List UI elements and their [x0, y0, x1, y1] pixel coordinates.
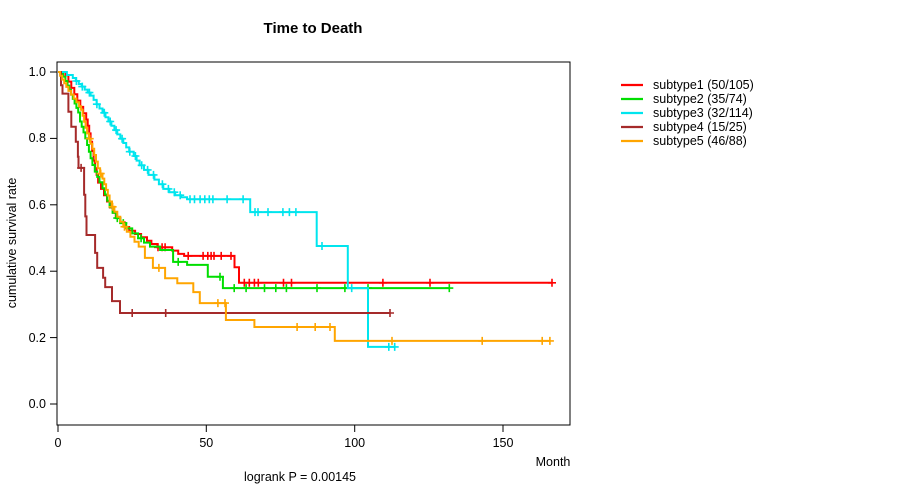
legend-label-subtype2: subtype2 (35/74): [653, 92, 747, 106]
legend-item-subtype2: subtype2 (35/74): [621, 92, 747, 106]
curve-subtype4: [58, 71, 390, 314]
legend-item-subtype4: subtype4 (15/25): [621, 120, 747, 134]
censor-marks-subtype3: [72, 77, 399, 351]
legend-label-subtype4: subtype4 (15/25): [653, 120, 747, 134]
y-axis-ticks: [50, 71, 57, 405]
x-tick-label: 50: [199, 436, 213, 450]
legend: subtype1 (50/105) subtype2 (35/74) subty…: [621, 78, 754, 148]
y-axis-tick-labels: 1.0 0.8 0.6 0.4 0.2 0.0: [29, 65, 46, 411]
plot-area-border: [56, 61, 571, 426]
curve-subtype1: [58, 71, 552, 284]
y-tick-label: 0.4: [29, 264, 46, 278]
x-tick-label: 100: [344, 436, 365, 450]
legend-label-subtype1: subtype1 (50/105): [653, 78, 754, 92]
y-tick-label: 0.8: [29, 131, 46, 145]
censor-marks-subtype1: [154, 243, 556, 287]
survival-curves: [58, 71, 556, 351]
y-tick-label: 1.0: [29, 65, 46, 79]
legend-item-subtype3: subtype3 (32/114): [621, 106, 753, 120]
legend-item-subtype5: subtype5 (46/88): [621, 134, 747, 148]
legend-label-subtype3: subtype3 (32/114): [653, 106, 753, 120]
curve-subtype2: [58, 71, 450, 290]
x-tick-label: 0: [55, 436, 62, 450]
legend-item-subtype1: subtype1 (50/105): [621, 78, 754, 92]
y-tick-label: 0.2: [29, 331, 46, 345]
x-axis-label: Month: [536, 455, 571, 469]
logrank-annotation: logrank P = 0.00145: [244, 470, 356, 484]
censor-marks-subtype5: [85, 134, 554, 345]
y-tick-label: 0.0: [29, 397, 46, 411]
y-axis-label: cumulative survival rate: [5, 178, 19, 309]
legend-label-subtype5: subtype5 (46/88): [653, 134, 747, 148]
x-axis-tick-labels: 0 50 100 150: [55, 436, 514, 450]
censor-marks-subtype4: [77, 163, 394, 317]
y-tick-label: 0.6: [29, 198, 46, 212]
x-axis-ticks: [57, 425, 504, 432]
x-tick-label: 150: [493, 436, 514, 450]
curve-subtype5: [58, 71, 550, 342]
chart-title: Time to Death: [264, 20, 363, 37]
